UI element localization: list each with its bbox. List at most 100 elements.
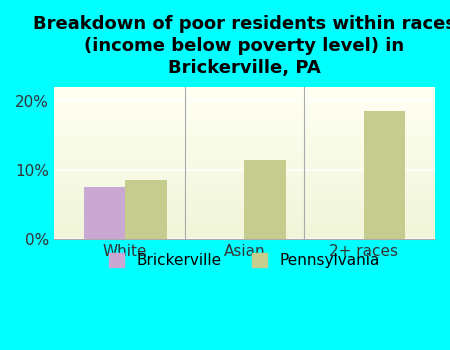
Bar [54, 188, 435, 189]
Bar [54, 227, 435, 229]
Bar [54, 136, 435, 138]
Bar [54, 204, 435, 206]
Bar [54, 206, 435, 207]
Bar [54, 139, 435, 140]
Bar [54, 121, 435, 122]
Bar [54, 210, 435, 212]
Bar [54, 203, 435, 204]
Bar [54, 181, 435, 183]
Bar [54, 96, 435, 98]
Bar [54, 219, 435, 221]
Bar [54, 95, 435, 96]
Bar [54, 110, 435, 112]
Bar [54, 134, 435, 136]
Bar [54, 195, 435, 197]
Bar [84, 187, 125, 239]
Bar [54, 192, 435, 194]
Bar [54, 89, 435, 90]
Bar [54, 174, 435, 175]
Bar [54, 93, 435, 95]
Bar [54, 224, 435, 225]
Bar [54, 138, 435, 139]
Bar [54, 128, 435, 130]
Bar [54, 232, 435, 233]
Bar [54, 153, 435, 154]
Bar [54, 207, 435, 209]
Bar [244, 160, 286, 239]
Bar [54, 101, 435, 103]
Bar [54, 197, 435, 198]
Bar [54, 108, 435, 110]
Bar [54, 107, 435, 108]
Bar [54, 149, 435, 151]
Bar [54, 118, 435, 119]
Bar [54, 145, 435, 147]
Bar [54, 103, 435, 104]
Bar [54, 124, 435, 125]
Bar [54, 140, 435, 142]
Bar [54, 157, 435, 159]
Bar [54, 172, 435, 174]
Bar [54, 190, 435, 192]
Bar [54, 105, 435, 107]
Bar [54, 165, 435, 166]
Bar [54, 104, 435, 105]
Bar [54, 151, 435, 153]
Bar [54, 160, 435, 162]
Bar [54, 223, 435, 224]
Bar [54, 144, 435, 145]
Bar [54, 184, 435, 186]
Bar [54, 234, 435, 236]
Bar [54, 201, 435, 203]
Bar [54, 156, 435, 157]
Bar [54, 163, 435, 165]
Title: Breakdown of poor residents within races
(income below poverty level) in
Bricker: Breakdown of poor residents within races… [33, 15, 450, 77]
Bar [54, 168, 435, 169]
Bar [54, 171, 435, 172]
Bar [54, 122, 435, 124]
Bar [54, 221, 435, 223]
Bar [54, 166, 435, 168]
Bar [54, 209, 435, 210]
Bar [54, 131, 435, 133]
Bar [54, 200, 435, 201]
Bar [54, 154, 435, 156]
Bar [54, 87, 435, 89]
Bar [54, 238, 435, 239]
Bar [54, 159, 435, 160]
Bar [54, 225, 435, 227]
Bar [54, 169, 435, 171]
Bar [54, 133, 435, 134]
Bar [54, 233, 435, 235]
Bar [54, 125, 435, 127]
Bar [54, 198, 435, 200]
Bar [54, 214, 435, 215]
Bar [54, 229, 435, 230]
Bar [54, 98, 435, 99]
Bar [54, 212, 435, 214]
Bar [54, 218, 435, 219]
Bar [54, 175, 435, 177]
Bar [54, 115, 435, 116]
Bar [54, 116, 435, 118]
Bar [54, 215, 435, 216]
Bar [54, 142, 435, 144]
Bar [54, 92, 435, 93]
Bar [54, 183, 435, 184]
Bar [54, 147, 435, 148]
Bar [54, 180, 435, 181]
Bar [54, 99, 435, 101]
Bar [54, 119, 435, 121]
Bar [54, 186, 435, 188]
Bar [54, 194, 435, 195]
Bar [54, 178, 435, 180]
Legend: Brickerville, Pennsylvania: Brickerville, Pennsylvania [103, 247, 386, 274]
Bar [54, 130, 435, 131]
Bar [54, 148, 435, 149]
Bar [54, 236, 435, 238]
Bar [125, 181, 167, 239]
Bar [54, 177, 435, 178]
Bar [54, 113, 435, 115]
Bar [54, 216, 435, 218]
Bar [54, 162, 435, 163]
